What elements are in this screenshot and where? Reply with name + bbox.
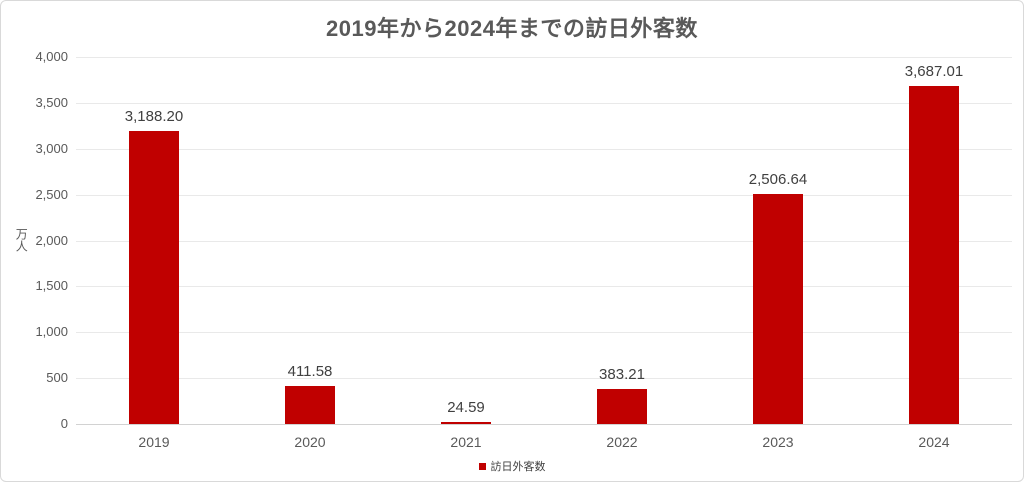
x-tick-label: 2020 <box>294 434 326 450</box>
x-tick-label: 2021 <box>450 434 482 450</box>
bar-2024 <box>909 85 959 424</box>
legend-label: 訪日外客数 <box>490 461 546 473</box>
bar-2020 <box>285 386 335 424</box>
bar-value-label: 383.21 <box>599 365 645 383</box>
y-tick-label: 3,500 <box>35 94 68 110</box>
legend: 訪日外客数 <box>1 458 1023 474</box>
gridline <box>76 148 1012 150</box>
bar-value-label: 411.58 <box>287 363 333 381</box>
gridline <box>76 240 1012 242</box>
bar-value-label: 24.59 <box>447 398 485 416</box>
gridline <box>76 102 1012 104</box>
chart-title: 2019年から2024年までの訪日外客数 <box>326 16 698 41</box>
legend-marker-square <box>478 462 486 470</box>
bar-value-label: 3,687.01 <box>904 62 964 80</box>
y-tick-label: 2,500 <box>35 186 68 202</box>
y-tick-label: 0 <box>60 416 68 431</box>
bar-2023 <box>753 194 803 424</box>
gridline <box>76 286 1012 288</box>
y-tick-label: 4,000 <box>35 49 68 64</box>
x-tick-label: 2019 <box>138 434 170 450</box>
bar-2021 <box>441 421 491 424</box>
gridline <box>76 194 1012 196</box>
gridline <box>76 57 1012 58</box>
y-tick-label: 3,000 <box>35 140 68 156</box>
x-axis-line <box>76 424 1012 425</box>
x-tick-label: 2024 <box>918 434 950 450</box>
bar-value-label: 3,188.20 <box>124 108 184 126</box>
gridline <box>76 378 1012 380</box>
bar-2019 <box>129 131 179 424</box>
y-axis-title: 万人 <box>14 228 29 252</box>
y-tick-label: 2,000 <box>35 232 68 248</box>
plot-area: 0 500 1,000 1,500 2,000 2,500 3,000 3,500 4,000 3… <box>35 49 1012 431</box>
y-tick-label: 1,500 <box>35 278 68 294</box>
gridline <box>76 332 1012 334</box>
x-tick-label: 2023 <box>762 434 794 450</box>
x-tick-label: 2022 <box>606 434 638 450</box>
bar-value-label: 2,506.64 <box>748 171 808 189</box>
y-tick-label: 500 <box>46 370 68 386</box>
bar-2022 <box>597 388 647 424</box>
y-tick-label: 1,000 <box>35 324 68 340</box>
